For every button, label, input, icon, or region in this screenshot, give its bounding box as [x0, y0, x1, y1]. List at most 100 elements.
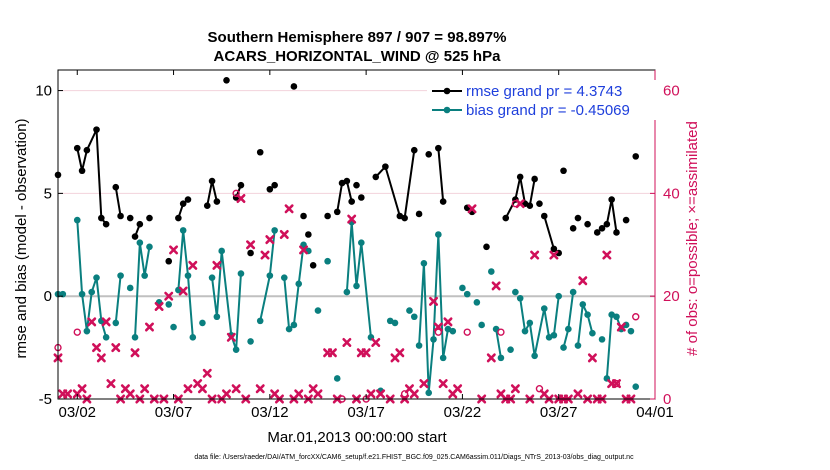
- obs-assimilated-point: [164, 291, 174, 301]
- obs-possible-point: [434, 328, 443, 336]
- y-tick-label: -5: [39, 391, 52, 408]
- bias-point: [126, 284, 134, 292]
- bias-point: [131, 334, 139, 341]
- rmse-point: [223, 76, 230, 84]
- bias-point: [165, 301, 173, 308]
- obs-possible-point: [463, 328, 471, 336]
- data-file-footnote: data file: /Users/raeder/DAI/ATM_forcXX/…: [194, 454, 634, 461]
- bias-line-segment: [418, 233, 454, 394]
- bias-point: [93, 274, 100, 281]
- obs-assimilated-point: [342, 337, 352, 347]
- legend-bias-marker: [443, 106, 451, 114]
- obs-assimilated-point: [611, 379, 621, 389]
- x-tick-label: 03/12: [251, 404, 289, 421]
- bias-point: [218, 247, 225, 255]
- bias-line-segment: [345, 221, 372, 338]
- rmse-point: [300, 212, 307, 220]
- bias-point: [280, 274, 288, 281]
- bias-point: [295, 280, 303, 288]
- obs-assimilated-point: [130, 348, 140, 358]
- rmse-point: [598, 225, 606, 232]
- bias-point: [565, 325, 572, 333]
- rmse-point: [184, 196, 192, 203]
- rmse-point: [569, 225, 577, 232]
- obs-assimilated-point: [178, 286, 188, 296]
- bias-point: [507, 346, 514, 353]
- obs-assimilated-point: [183, 384, 193, 394]
- bias-point: [560, 344, 567, 351]
- bias-point: [415, 342, 423, 349]
- obs-assimilated-point: [549, 250, 559, 260]
- y-tick-label: 5: [44, 185, 52, 202]
- obs-assimilated-point: [587, 353, 597, 363]
- bias-point: [425, 389, 433, 397]
- y-right-tick-label: 20: [663, 288, 680, 305]
- bias-point: [449, 327, 457, 335]
- bias-point: [579, 301, 587, 308]
- rmse-point: [536, 200, 543, 207]
- x-tick-label: 03/27: [540, 404, 578, 421]
- rmse-point: [425, 151, 433, 158]
- rmse-point: [237, 181, 245, 189]
- bias-point: [569, 288, 577, 296]
- rmse-point: [439, 198, 447, 205]
- obs-possible-point: [632, 313, 640, 321]
- bias-line-segment: [519, 298, 551, 357]
- obs-assimilated-point: [453, 384, 463, 394]
- bias-point: [488, 268, 495, 275]
- obs-assimilated-point: [438, 379, 448, 389]
- rmse-point: [175, 214, 182, 222]
- rmse-point: [208, 177, 216, 185]
- rmse-point: [531, 175, 538, 183]
- obs-assimilated-point: [144, 322, 154, 332]
- rmse-point: [584, 220, 591, 228]
- rmse-point: [516, 173, 524, 181]
- bias-line-segment: [576, 303, 594, 346]
- bias-point: [439, 354, 447, 362]
- bias-point: [358, 239, 365, 247]
- rmse-point: [136, 220, 144, 228]
- rmse-line-segment: [504, 175, 536, 219]
- obs-assimilated-point: [246, 240, 256, 250]
- obs-assimilated-point: [299, 245, 309, 255]
- rmse-point: [309, 262, 317, 269]
- obs-assimilated-point: [63, 389, 73, 399]
- bias-point: [333, 375, 341, 382]
- bias-point: [420, 259, 428, 267]
- bias-line-segment: [495, 328, 502, 359]
- rmse-point: [622, 216, 630, 224]
- rmse-point: [603, 220, 611, 228]
- obs-assimilated-point: [530, 250, 540, 260]
- obs-assimilated-point: [154, 301, 164, 311]
- obs-assimilated-point: [395, 348, 405, 358]
- rmse-point: [78, 167, 86, 175]
- obs-assimilated-point: [96, 353, 106, 363]
- rmse-point: [401, 214, 408, 222]
- obs-assimilated-point: [212, 260, 222, 270]
- obs-assimilated-point: [376, 389, 386, 399]
- rmse-point: [179, 200, 187, 207]
- bias-point: [550, 331, 558, 339]
- y-axis-label: rmse and bias (model - observation): [13, 118, 30, 358]
- y-right-tick-label: 40: [663, 185, 680, 202]
- bias-point: [117, 272, 124, 279]
- x-tick-label: 04/01: [636, 404, 674, 421]
- bias-point: [112, 319, 120, 327]
- bias-point: [213, 313, 221, 321]
- bias-line-segment: [552, 296, 560, 336]
- x-tick-label: 03/17: [347, 404, 385, 421]
- obs-assimilated-point: [366, 389, 376, 399]
- rmse-point: [343, 177, 351, 185]
- obs-assimilated-point: [197, 384, 207, 394]
- rmse-line-segment: [336, 180, 353, 213]
- rmse-point: [608, 196, 615, 203]
- bias-line-segment: [177, 229, 194, 338]
- obs-assimilated-point: [313, 389, 323, 399]
- bias-point: [184, 272, 192, 279]
- bias-point: [613, 313, 620, 321]
- legend-rmse-label: rmse grand pr = 4.3743: [466, 83, 622, 100]
- obs-assimilated-point: [510, 384, 520, 394]
- bias-point: [598, 336, 606, 343]
- obs-assimilated-point: [236, 194, 246, 204]
- obs-assimilated-point: [491, 281, 501, 291]
